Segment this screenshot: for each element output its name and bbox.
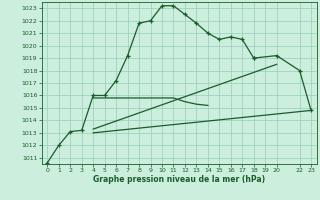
X-axis label: Graphe pression niveau de la mer (hPa): Graphe pression niveau de la mer (hPa): [93, 175, 265, 184]
